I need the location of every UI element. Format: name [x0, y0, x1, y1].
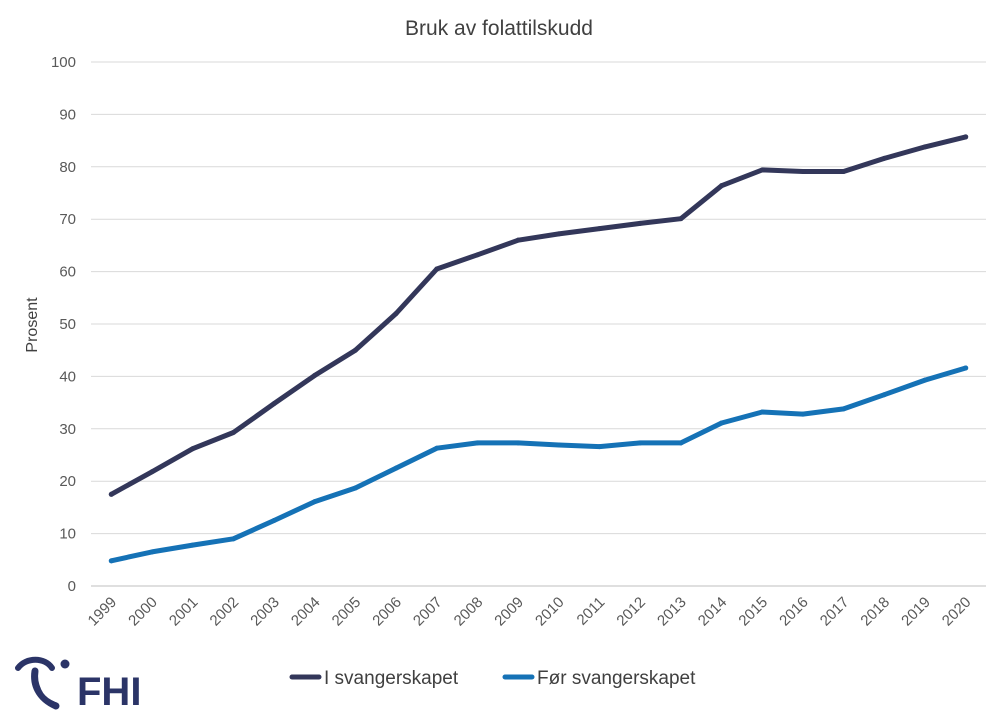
y-tick-label: 100 — [51, 54, 76, 71]
data-point — [759, 409, 765, 415]
fhi-logo-text: FHI — [77, 670, 141, 714]
data-point — [312, 499, 318, 505]
x-tick-label: 2002 — [207, 594, 243, 630]
data-point — [474, 252, 480, 258]
data-point — [719, 183, 725, 189]
legend: I svangerskapet Før svangerskapet — [289, 668, 696, 689]
data-point — [881, 392, 887, 398]
data-point — [230, 536, 236, 542]
data-point — [556, 442, 562, 448]
data-point — [108, 558, 114, 564]
y-axis-ticks: 0 10 20 30 40 50 60 70 80 90 100 — [51, 54, 76, 595]
data-point — [841, 169, 847, 175]
x-tick-label: 2011 — [574, 594, 609, 629]
x-tick-label: 2000 — [125, 594, 161, 630]
data-point — [149, 469, 155, 475]
y-axis-label: Prosent — [24, 297, 41, 353]
data-point — [352, 485, 358, 491]
data-point — [841, 406, 847, 412]
data-point — [149, 549, 155, 555]
x-tick-label: 2007 — [410, 594, 446, 630]
data-point — [434, 266, 440, 272]
y-tick-label: 40 — [59, 368, 76, 385]
y-tick-label: 70 — [59, 211, 76, 228]
y-tick-label: 80 — [59, 159, 76, 176]
data-point — [352, 347, 358, 353]
series-lines — [108, 134, 969, 564]
y-tick-label: 30 — [59, 421, 76, 438]
data-point — [963, 134, 969, 140]
data-point — [800, 411, 806, 417]
data-point — [637, 440, 643, 446]
data-point — [881, 155, 887, 161]
data-point — [434, 445, 440, 451]
x-tick-label: 2014 — [695, 594, 731, 630]
x-tick-label: 2013 — [654, 594, 690, 630]
data-point — [597, 226, 603, 232]
x-tick-label: 2020 — [939, 594, 975, 630]
gridlines — [91, 61, 986, 587]
data-point — [190, 446, 196, 452]
y-tick-label: 20 — [59, 473, 76, 490]
data-point — [393, 311, 399, 317]
x-tick-label: 2006 — [369, 594, 405, 630]
fhi-logo-icon — [15, 656, 70, 710]
data-point — [515, 440, 521, 446]
x-tick-label: 1999 — [85, 594, 121, 630]
x-tick-label: 2016 — [776, 594, 812, 630]
x-tick-label: 2017 — [817, 594, 853, 630]
data-point — [678, 440, 684, 446]
x-tick-label: 2005 — [329, 594, 365, 630]
x-tick-label: 2019 — [898, 594, 934, 630]
data-point — [515, 237, 521, 243]
x-axis-ticks: 1999 2000 2001 2002 2003 2004 2005 2006 2007 2008… — [85, 594, 975, 630]
data-point — [678, 216, 684, 222]
y-tick-label: 90 — [59, 106, 76, 123]
y-tick-label: 50 — [59, 316, 76, 333]
data-point — [230, 429, 236, 435]
data-point — [963, 365, 969, 371]
data-point — [922, 144, 928, 150]
x-tick-label: 2015 — [735, 594, 771, 630]
y-tick-label: 0 — [68, 578, 76, 595]
x-tick-label: 2003 — [247, 594, 283, 630]
x-tick-label: 2008 — [451, 594, 487, 630]
series-line-2 — [108, 365, 969, 564]
x-tick-label: 2004 — [288, 594, 324, 630]
x-tick-label: 2012 — [613, 594, 649, 630]
data-point — [922, 377, 928, 383]
fhi-logo: FHI — [15, 656, 141, 714]
data-point — [190, 542, 196, 548]
y-tick-label: 10 — [59, 526, 76, 543]
data-point — [108, 491, 114, 497]
data-point — [393, 465, 399, 471]
data-point — [271, 518, 277, 523]
data-point — [597, 444, 603, 450]
legend-label-2: Før svangerskapet — [537, 668, 696, 689]
data-point — [474, 440, 480, 446]
data-point — [637, 220, 643, 226]
data-point — [271, 401, 277, 407]
data-point — [719, 420, 725, 426]
x-tick-label: 2018 — [858, 594, 894, 630]
x-tick-label: 2009 — [491, 594, 527, 630]
x-tick-label: 2001 — [166, 594, 202, 630]
x-tick-label: 2010 — [532, 594, 568, 630]
data-point — [556, 231, 562, 237]
data-point — [312, 372, 318, 378]
series-line-1 — [108, 134, 969, 497]
chart-title: Bruk av folattilskudd — [405, 17, 593, 40]
data-point — [759, 167, 765, 173]
data-point — [800, 169, 806, 175]
y-tick-label: 60 — [59, 264, 76, 281]
legend-label-1: I svangerskapet — [324, 668, 459, 689]
